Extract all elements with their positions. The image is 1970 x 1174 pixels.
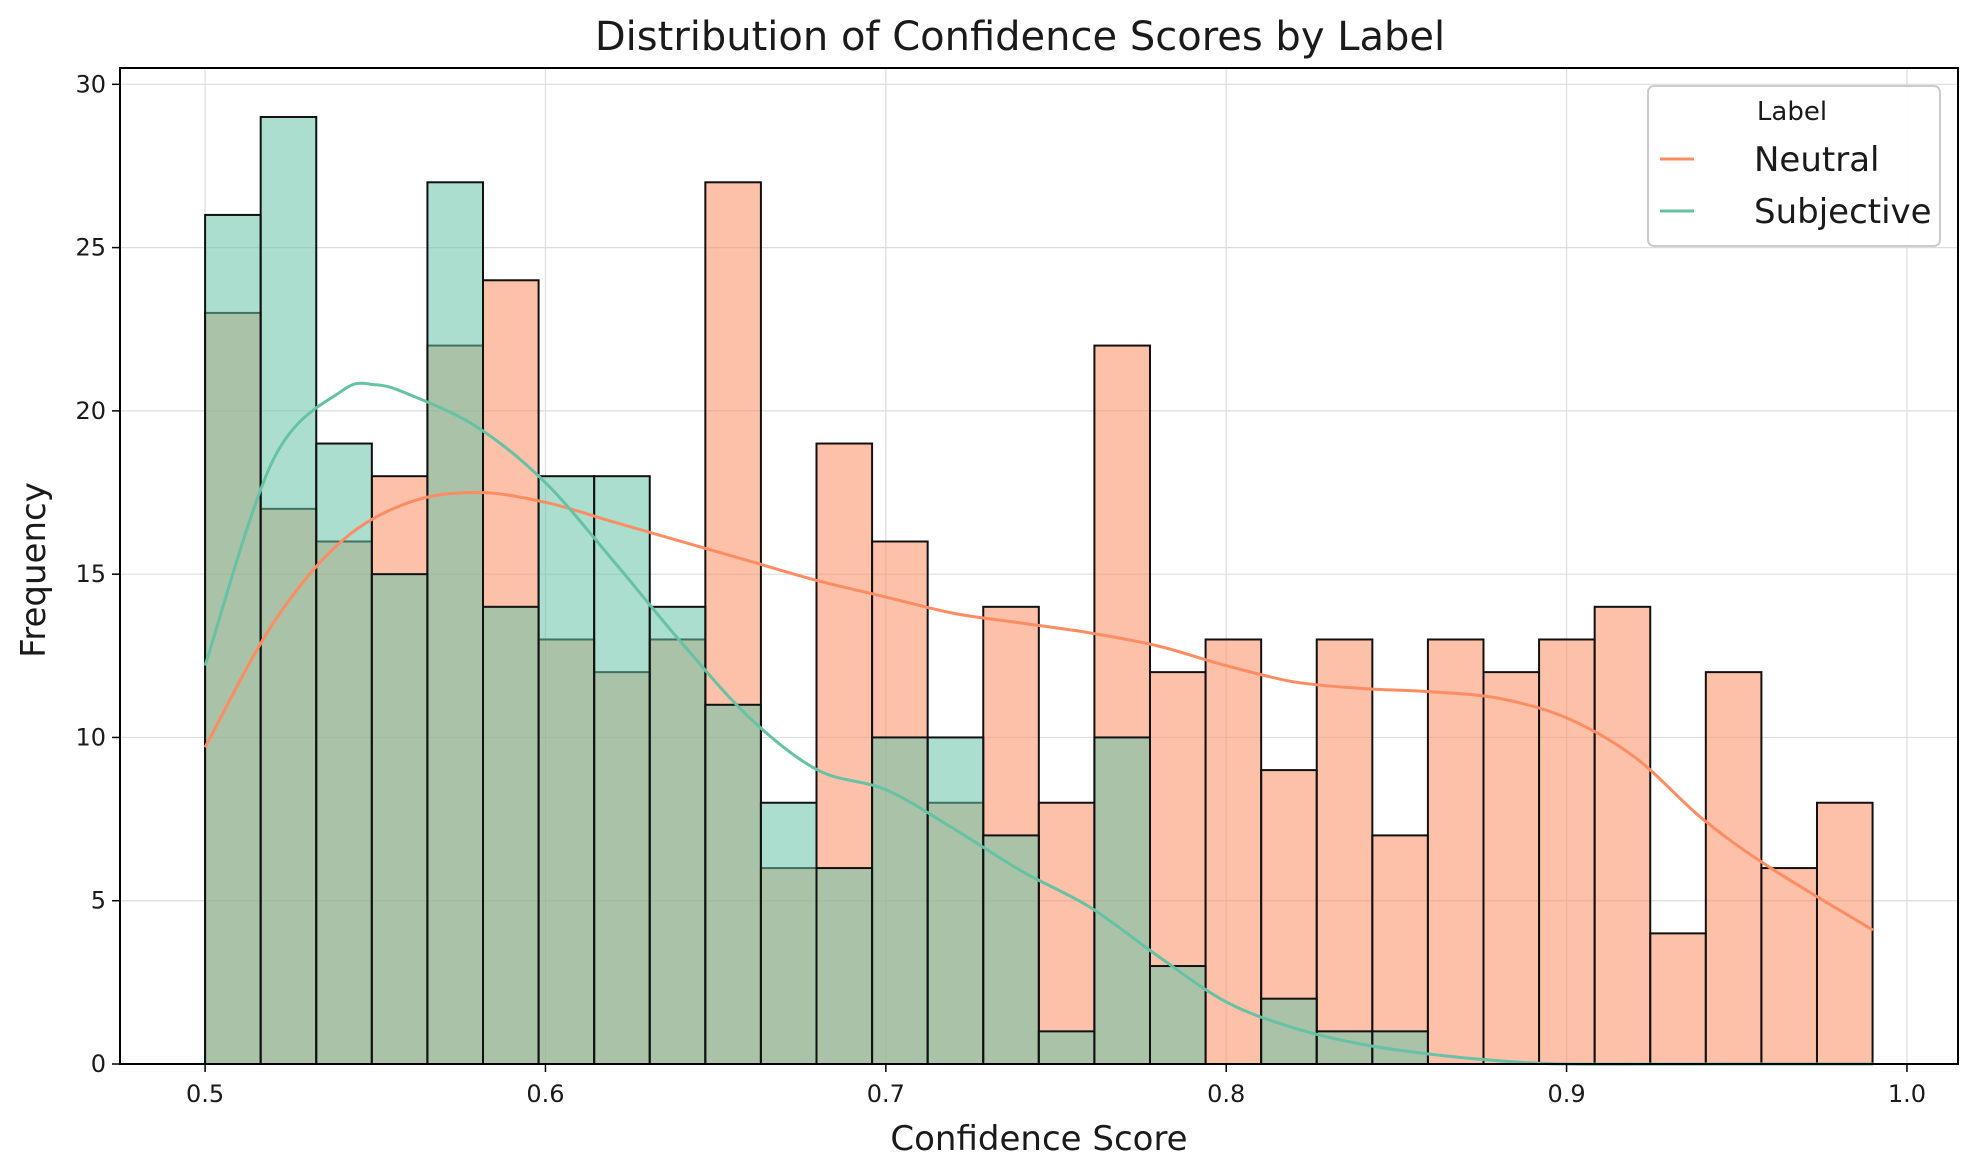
y-tick-label-4: 20 [75, 397, 106, 425]
subjective-bar-10 [759, 801, 818, 1065]
y-tick-label-6: 30 [75, 70, 106, 98]
neutral-bar-23 [1482, 671, 1541, 1066]
subjective-bar-3 [370, 573, 429, 1065]
subjective-bar-14 [982, 834, 1040, 1066]
subjective-bar-9 [704, 703, 762, 1065]
subjective-bars [204, 115, 1429, 1066]
plot-frame [119, 67, 1959, 1065]
x-tick-label-1: 0.6 [526, 1080, 564, 1108]
legend-subjective-label: Subjective [1754, 192, 1932, 232]
y-tick-label-5: 25 [75, 234, 106, 262]
legend: Label Neutral Subjective [1647, 85, 1941, 247]
subjective-bar-17 [1148, 965, 1207, 1065]
subjective-bar-8 [648, 605, 707, 1066]
y-tick-label-2: 10 [75, 723, 106, 751]
subjective-kde-line [203, 381, 1873, 1066]
neutral-bar-22 [1426, 638, 1485, 1065]
y-tick-label-3: 15 [75, 560, 106, 588]
legend-neutral-label: Neutral [1754, 140, 1880, 180]
neutral-bar-26 [1649, 932, 1707, 1066]
chart-title: Distribution of Confidence Scores by Lab… [595, 14, 1445, 60]
y-tick-label-1: 5 [91, 887, 106, 915]
y-tick-label-0: 0 [91, 1050, 106, 1078]
x-tick-label-0: 0.5 [186, 1080, 224, 1108]
neutral-bar-24 [1538, 638, 1596, 1065]
neutral-kde-line [203, 491, 1874, 932]
subjective-bar-12 [871, 736, 929, 1065]
subjective-bar-13 [926, 736, 985, 1065]
neutral-bar-15 [1037, 801, 1096, 1065]
y-axis-label: Frequency [14, 482, 54, 658]
subjective-bar-15 [1037, 1030, 1096, 1065]
neutral-bar-25 [1593, 605, 1652, 1066]
kde-curves [203, 381, 1874, 1066]
neutral-bar-18 [1204, 638, 1263, 1065]
x-tick-label-4: 0.9 [1547, 1080, 1585, 1108]
subjective-bar-11 [815, 867, 874, 1065]
subjective-bar-4 [426, 181, 485, 1065]
x-axis-label: Confidence Score [890, 1119, 1187, 1159]
x-tick-label-2: 0.7 [867, 1080, 905, 1108]
legend-title: Label [1757, 97, 1827, 127]
neutral-bar-21 [1371, 834, 1429, 1066]
neutral-bar-20 [1315, 638, 1374, 1065]
subjective-bar-5 [482, 605, 540, 1066]
subjective-bar-7 [593, 475, 651, 1065]
subjective-bar-6 [537, 475, 596, 1065]
legend-box [1647, 85, 1941, 247]
subjective-bar-16 [1093, 736, 1151, 1065]
neutral-bar-27 [1704, 671, 1763, 1066]
neutral-bar-29 [1815, 801, 1874, 1065]
subjective-bar-1 [259, 115, 318, 1066]
axes: 0.5 0.6 0.7 0.8 0.9 1.0 0 5 10 15 20 25 30 [75, 67, 1959, 1108]
x-tick-label-3: 0.8 [1207, 1080, 1245, 1108]
subjective-bar-2 [315, 442, 373, 1066]
neutral-bar-28 [1760, 867, 1818, 1065]
x-tick-label-5: 1.0 [1888, 1080, 1926, 1108]
